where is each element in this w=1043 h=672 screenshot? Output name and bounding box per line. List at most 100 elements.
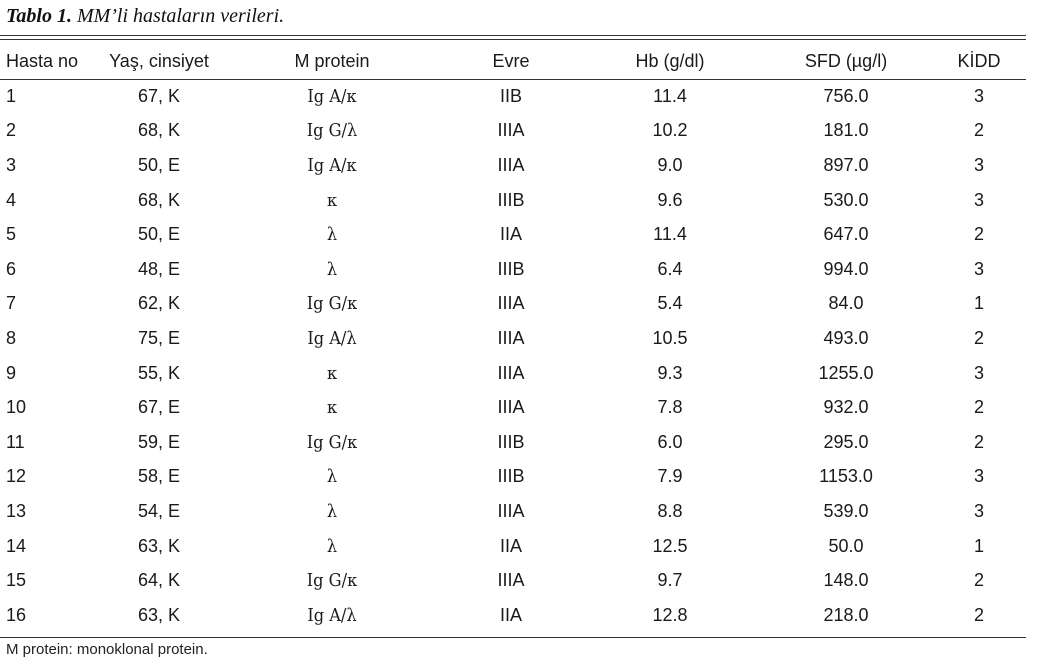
table-row: 15 64, K Ig G/κ IIIA 9.7 148.0 2 xyxy=(0,563,1026,598)
cell-evre: IIB xyxy=(499,85,522,106)
table-row: 3 50, E Ig A/κ IIIA 9.0 897.0 3 xyxy=(0,148,1026,183)
cell-m-protein: κ xyxy=(326,397,338,419)
cell-sfd: 530.0 xyxy=(823,189,869,210)
column-header-m-protein: M protein xyxy=(294,51,370,71)
cell-hb: 11.4 xyxy=(653,85,687,106)
cell-m-protein: λ xyxy=(326,535,338,557)
cell-hasta-no: 6 xyxy=(6,258,17,279)
cell-hasta-no: 7 xyxy=(6,293,17,314)
cell-sfd: 756.0 xyxy=(823,85,869,106)
cell-m-protein: λ xyxy=(326,466,338,488)
table-row: 13 54, E λ IIIA 8.8 539.0 3 xyxy=(0,494,1026,529)
cell-kidd: 2 xyxy=(973,397,984,418)
column-header-age-sex: Yaş, cinsiyet xyxy=(109,51,209,71)
cell-kidd: 2 xyxy=(973,431,984,452)
cell-hasta-no: 8 xyxy=(6,327,17,348)
table-caption: Tablo 1. MM’li hastaların verileri. xyxy=(6,3,284,29)
table-footnote: M protein: monoklonal protein. xyxy=(6,641,208,658)
cell-age-sex: 63, K xyxy=(137,604,181,625)
cell-hasta-no: 3 xyxy=(6,154,17,175)
cell-evre: IIIA xyxy=(497,154,525,175)
cell-hb: 8.8 xyxy=(657,500,683,521)
cell-age-sex: 55, K xyxy=(137,362,181,383)
table-row: 14 63, K λ IIA 12.5 50.0 1 xyxy=(0,529,1026,564)
cell-evre: IIIA xyxy=(497,362,525,383)
cell-m-protein: Ig A/κ xyxy=(307,154,357,176)
cell-hb: 12.5 xyxy=(652,535,688,556)
table-row: 7 62, K Ig G/κ IIIA 5.4 84.0 1 xyxy=(0,287,1026,322)
cell-sfd: 218.0 xyxy=(823,604,869,625)
cell-evre: IIIA xyxy=(497,500,525,521)
cell-hb: 9.6 xyxy=(657,189,683,210)
table-row: 6 48, E λ IIIB 6.4 994.0 3 xyxy=(0,252,1026,287)
cell-hb: 10.5 xyxy=(652,327,688,348)
cell-hb: 7.9 xyxy=(657,466,683,487)
cell-evre: IIIB xyxy=(497,431,525,452)
cell-hb: 7.8 xyxy=(657,397,683,418)
cell-hasta-no: 2 xyxy=(6,120,17,141)
cell-hb: 11.4 xyxy=(653,224,687,245)
cell-kidd: 2 xyxy=(973,327,984,348)
cell-hasta-no: 11 xyxy=(6,431,25,452)
cell-sfd: 50.0 xyxy=(828,535,864,556)
cell-sfd: 539.0 xyxy=(823,500,869,521)
table-row: 5 50, E λ IIA 11.4 647.0 2 xyxy=(0,217,1026,252)
cell-age-sex: 67, E xyxy=(137,397,181,418)
cell-m-protein: Ig G/κ xyxy=(306,293,358,315)
cell-age-sex: 68, K xyxy=(137,189,181,210)
cell-age-sex: 68, K xyxy=(137,120,181,141)
cell-kidd: 1 xyxy=(973,293,984,314)
cell-hb: 9.3 xyxy=(657,362,683,383)
cell-kidd: 2 xyxy=(973,570,984,591)
cell-sfd: 647.0 xyxy=(823,224,869,245)
cell-m-protein: Ig A/λ xyxy=(307,327,357,349)
cell-sfd: 493.0 xyxy=(823,327,869,348)
cell-hasta-no: 9 xyxy=(6,362,17,383)
cell-hasta-no: 15 xyxy=(6,570,27,591)
cell-sfd: 148.0 xyxy=(823,570,869,591)
cell-hasta-no: 16 xyxy=(6,604,27,625)
cell-age-sex: 48, E xyxy=(137,258,181,279)
cell-age-sex: 62, K xyxy=(137,293,181,314)
cell-evre: IIIA xyxy=(497,293,525,314)
cell-age-sex: 63, K xyxy=(137,535,181,556)
cell-hasta-no: 1 xyxy=(6,85,17,106)
cell-evre: IIA xyxy=(499,604,522,625)
top-double-rule xyxy=(0,35,1026,40)
table-row: 16 63, K Ig A/λ IIA 12.8 218.0 2 xyxy=(0,598,1026,633)
cell-hasta-no: 12 xyxy=(6,466,27,487)
bottom-rule xyxy=(0,637,1026,638)
cell-hasta-no: 5 xyxy=(6,224,17,245)
cell-kidd: 3 xyxy=(973,258,984,279)
column-header-hasta-no: Hasta no xyxy=(6,51,79,71)
cell-evre: IIIB xyxy=(497,258,525,279)
cell-kidd: 2 xyxy=(973,604,984,625)
cell-m-protein: κ xyxy=(326,189,338,211)
patient-data-table: Hasta no Yaş, cinsiyet M protein Evre Hb… xyxy=(0,44,1026,633)
table-row: 11 59, E Ig G/κ IIIB 6.0 295.0 2 xyxy=(0,425,1026,460)
cell-m-protein: Ig A/κ xyxy=(307,85,357,107)
cell-age-sex: 50, E xyxy=(137,224,181,245)
cell-age-sex: 58, E xyxy=(137,466,181,487)
cell-sfd: 181.0 xyxy=(823,120,869,141)
cell-evre: IIA xyxy=(499,224,522,245)
cell-evre: IIIB xyxy=(497,189,525,210)
cell-hasta-no: 10 xyxy=(6,397,27,418)
header-rule xyxy=(0,79,1026,80)
cell-evre: IIIA xyxy=(497,327,525,348)
cell-evre: IIA xyxy=(499,535,522,556)
cell-m-protein: Ig G/κ xyxy=(306,570,358,592)
table-row: 9 55, K κ IIIA 9.3 1255.0 3 xyxy=(0,356,1026,391)
column-header-hb: Hb (g/dl) xyxy=(635,51,705,71)
cell-age-sex: 54, E xyxy=(137,500,181,521)
column-header-evre: Evre xyxy=(492,51,530,71)
cell-sfd: 897.0 xyxy=(823,154,869,175)
cell-age-sex: 75, E xyxy=(137,327,181,348)
cell-sfd: 1153.0 xyxy=(819,466,873,487)
cell-kidd: 2 xyxy=(973,120,984,141)
cell-hb: 5.4 xyxy=(657,293,683,314)
cell-m-protein: λ xyxy=(326,224,338,246)
table-row: 1 67, K Ig A/κ IIB 11.4 756.0 3 xyxy=(0,79,1026,114)
cell-hasta-no: 13 xyxy=(6,500,27,521)
cell-kidd: 3 xyxy=(973,362,984,383)
